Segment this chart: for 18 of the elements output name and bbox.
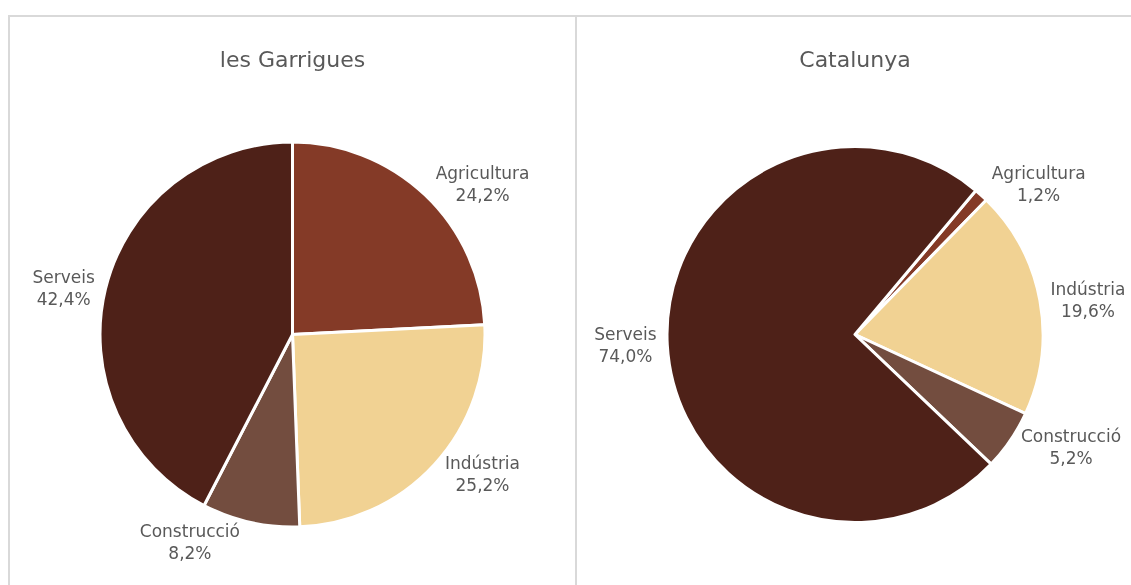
- chart-title: Catalunya: [799, 46, 911, 72]
- slice-label: Construcció: [1020, 425, 1122, 446]
- slice-label: Agricultura: [991, 162, 1086, 183]
- data-label: 19,6%: [1060, 300, 1115, 321]
- slice-label: Agricultura: [435, 162, 530, 183]
- data-label: 5,2%: [1049, 447, 1093, 468]
- slice-label: Construcció: [139, 521, 240, 542]
- data-label: 1,2%: [1017, 184, 1061, 205]
- data-label: 74,0%: [598, 346, 653, 367]
- data-label: 42,4%: [36, 288, 91, 309]
- slice-label: Indústria: [1050, 278, 1126, 299]
- data-label: 24,2%: [455, 185, 510, 205]
- data-label: 25,2%: [455, 475, 510, 496]
- slice-label: Serveis: [32, 266, 95, 287]
- slice-label: Indústria: [445, 453, 521, 474]
- slice-label: Serveis: [594, 324, 657, 345]
- data-label: 8,2%: [168, 543, 212, 564]
- chart-title: les Garrigues: [219, 46, 366, 72]
